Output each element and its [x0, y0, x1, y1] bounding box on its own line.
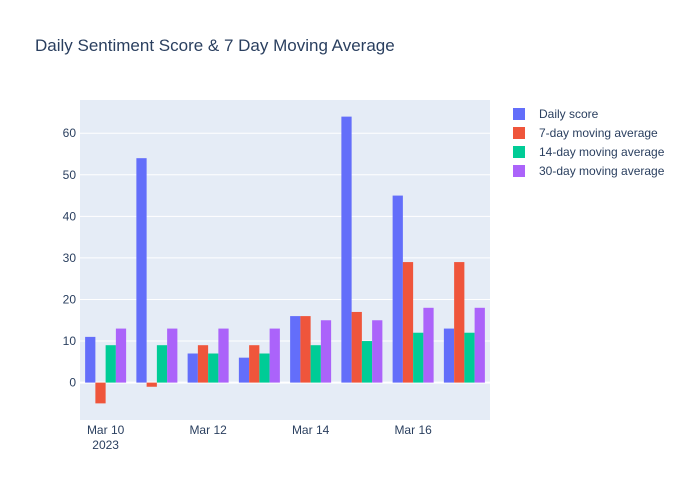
bar[interactable] [474, 307, 485, 383]
legend-label: 30-day moving average [539, 164, 665, 178]
legend-swatch [513, 108, 525, 120]
legend-item[interactable]: 7-day moving average [513, 126, 658, 140]
bar[interactable] [208, 353, 219, 383]
x-tick-label: Mar 16 [394, 423, 432, 437]
bar[interactable] [372, 320, 383, 383]
legend-label: Daily score [539, 107, 599, 121]
bar[interactable] [187, 353, 198, 383]
bars [85, 116, 485, 404]
x-tick-label: Mar 12 [189, 423, 227, 437]
bar[interactable] [454, 262, 465, 383]
bar[interactable] [300, 316, 311, 383]
legend-swatch [513, 127, 525, 139]
bar[interactable] [464, 332, 475, 383]
bar[interactable] [320, 320, 332, 383]
bar[interactable] [136, 158, 147, 383]
bar[interactable] [146, 382, 157, 387]
bar[interactable] [167, 328, 178, 383]
x-tick-label: Mar 14 [292, 423, 330, 437]
bar[interactable] [351, 311, 362, 383]
bar[interactable] [443, 328, 455, 383]
bar[interactable] [105, 345, 116, 383]
bar[interactable] [341, 116, 352, 383]
y-tick-label: 0 [69, 376, 76, 390]
bar[interactable] [392, 195, 403, 383]
legend-item[interactable]: 30-day moving average [513, 164, 665, 178]
legend-item[interactable]: Daily score [513, 107, 599, 121]
x-tick-label: Mar 10 [87, 423, 125, 437]
bar[interactable] [402, 262, 414, 383]
bar[interactable] [269, 328, 280, 383]
bar[interactable] [413, 332, 424, 383]
y-tick-label: 10 [63, 334, 77, 348]
bar[interactable] [115, 328, 127, 383]
bar[interactable] [95, 382, 106, 404]
bar[interactable] [423, 307, 434, 383]
y-tick-label: 30 [63, 251, 77, 265]
y-tick-label: 20 [63, 292, 77, 306]
y-axis-ticks: 0 10 20 30 40 50 60 [63, 126, 77, 389]
bar[interactable] [238, 357, 250, 383]
bar[interactable] [85, 336, 96, 383]
legend-swatch [513, 165, 525, 177]
bar[interactable] [218, 328, 229, 383]
bar[interactable] [290, 316, 301, 383]
y-tick-label: 50 [63, 168, 77, 182]
bar[interactable] [197, 345, 209, 383]
chart-title: Daily Sentiment Score & 7 Day Moving Ave… [35, 36, 395, 55]
bar[interactable] [249, 345, 260, 383]
legend-item[interactable]: 14-day moving average [513, 145, 665, 159]
bar[interactable] [259, 353, 270, 383]
y-tick-label: 60 [63, 126, 77, 140]
legend-label: 7-day moving average [539, 126, 658, 140]
legend-swatch [513, 146, 525, 158]
legend[interactable]: Daily score 7-day moving average 14-day mo… [513, 107, 665, 178]
bar[interactable] [156, 345, 168, 383]
legend-label: 14-day moving average [539, 145, 665, 159]
bar[interactable] [361, 341, 373, 383]
x-tick-sublabel: 2023 [92, 438, 119, 452]
bar[interactable] [310, 345, 321, 383]
y-tick-label: 40 [63, 209, 77, 223]
